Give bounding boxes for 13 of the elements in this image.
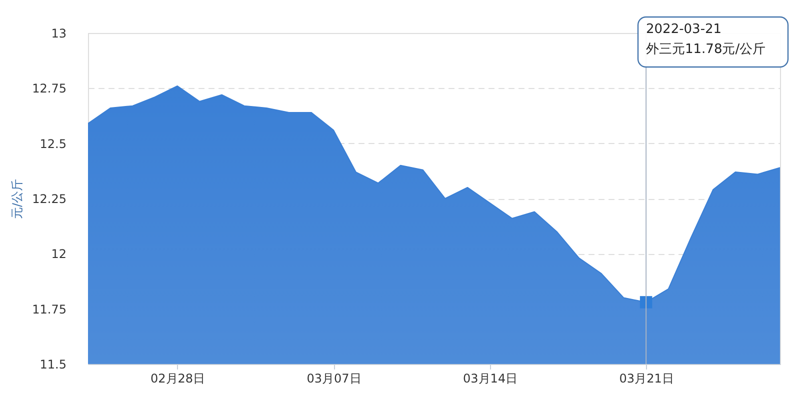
y-tick-label: 12.75 [32,82,66,96]
y-tick-label: 13 [51,26,66,40]
x-tick-label: 03月14日 [463,372,518,386]
x-tick-label: 02月28日 [150,372,206,386]
y-tick-label: 12 [51,247,66,262]
annotation: 2022-03-21 外三元11.78元/公斤 [646,22,766,57]
y-tick-label: 12.25 [32,192,66,206]
x-tick-label: 03月21日 [619,372,674,386]
y-tick-label: 12.5 [40,136,66,151]
x-tick-label: 03月07日 [306,372,362,386]
y-tick-label: 11.75 [32,302,66,316]
y-tick-label: 11.5 [40,358,66,372]
y-axis-title: 元/公斤 [10,178,24,220]
